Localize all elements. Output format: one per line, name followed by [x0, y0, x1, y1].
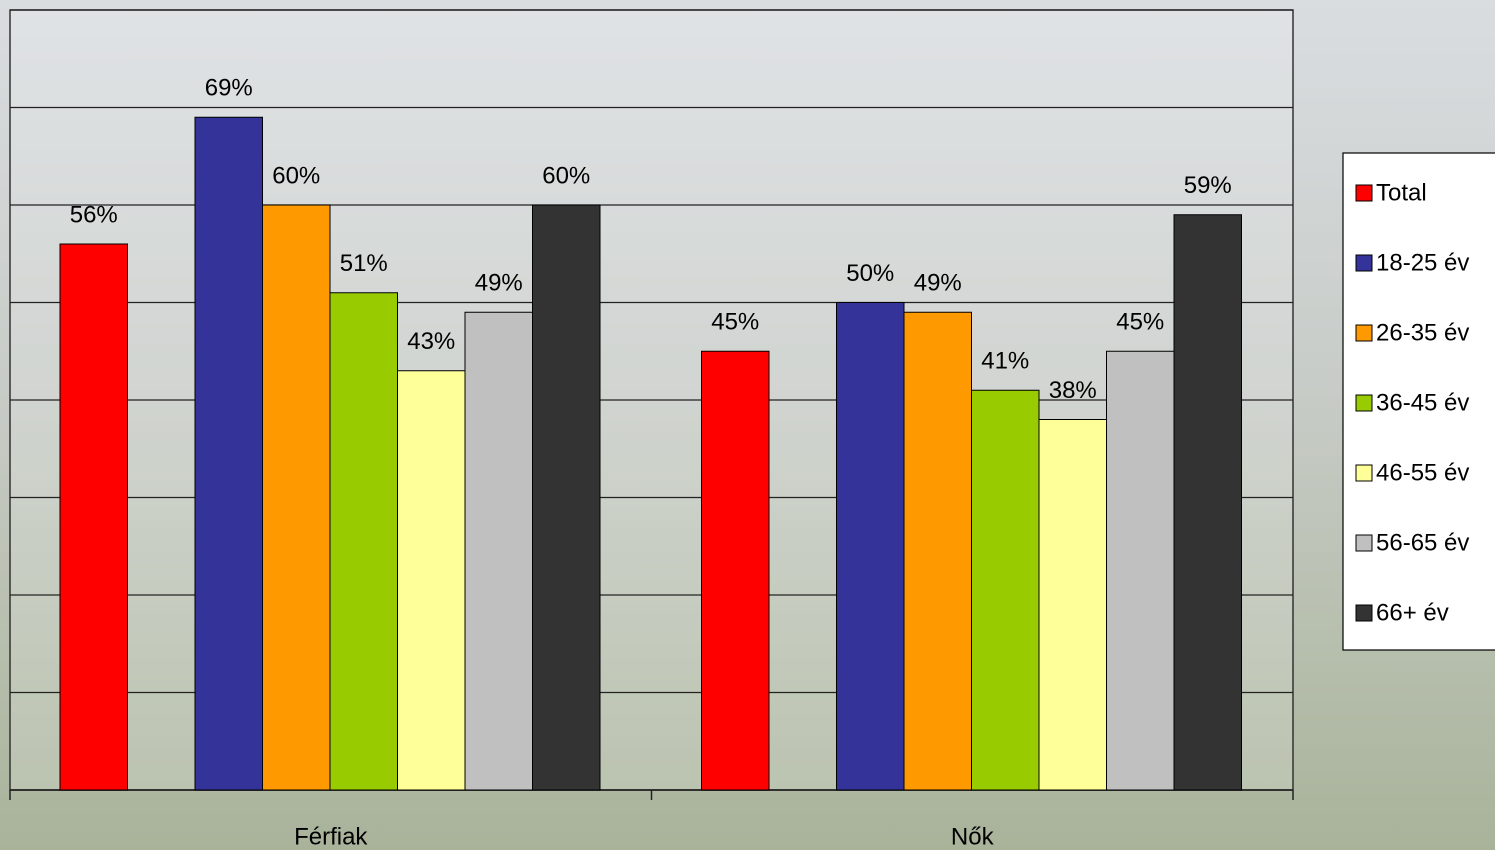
data-label: 41%: [981, 348, 1029, 375]
legend-label: Total: [1376, 179, 1427, 206]
data-label: 69%: [205, 75, 253, 102]
data-label: 56%: [70, 201, 118, 228]
legend-swatch: [1356, 325, 1372, 341]
legend-label: 18-25 év: [1376, 249, 1469, 276]
bar: [398, 371, 466, 790]
data-label: 49%: [475, 270, 523, 297]
legend-label: 66+ év: [1376, 599, 1449, 626]
bar: [533, 205, 601, 790]
bar: [60, 244, 128, 790]
legend-swatch: [1356, 605, 1372, 621]
data-label: 60%: [542, 162, 590, 189]
data-label: 38%: [1049, 377, 1097, 404]
x-tick-label: Férfiak: [294, 823, 368, 850]
bar: [702, 351, 770, 790]
legend-swatch: [1356, 395, 1372, 411]
data-label: 45%: [1116, 309, 1164, 336]
bar: [195, 117, 263, 790]
bar: [904, 312, 972, 790]
data-label: 45%: [711, 309, 759, 336]
legend-label: 46-55 év: [1376, 459, 1469, 486]
data-label: 60%: [272, 162, 320, 189]
bar: [465, 312, 533, 790]
data-label: 43%: [407, 328, 455, 355]
data-label: 51%: [340, 250, 388, 277]
bar: [1107, 351, 1175, 790]
legend-swatch: [1356, 185, 1372, 201]
data-label: 59%: [1184, 172, 1232, 199]
chart: Férfiak 56% 69% 60% 51% 43% 49% 60% Nők 45% 50% 49%…: [0, 0, 1495, 850]
legend-label: 26-35 év: [1376, 319, 1469, 346]
legend-label: 56-65 év: [1376, 529, 1469, 556]
bar: [837, 303, 905, 791]
bar: [1174, 215, 1242, 790]
bar: [972, 390, 1040, 790]
data-label: 49%: [914, 270, 962, 297]
bar: [263, 205, 331, 790]
legend-swatch: [1356, 465, 1372, 481]
x-tick-label: Nők: [951, 823, 995, 850]
bar: [330, 293, 398, 790]
legend-label: 36-45 év: [1376, 389, 1469, 416]
data-label: 50%: [846, 260, 894, 287]
bar: [1039, 420, 1107, 791]
legend-swatch: [1356, 535, 1372, 551]
legend-swatch: [1356, 255, 1372, 271]
